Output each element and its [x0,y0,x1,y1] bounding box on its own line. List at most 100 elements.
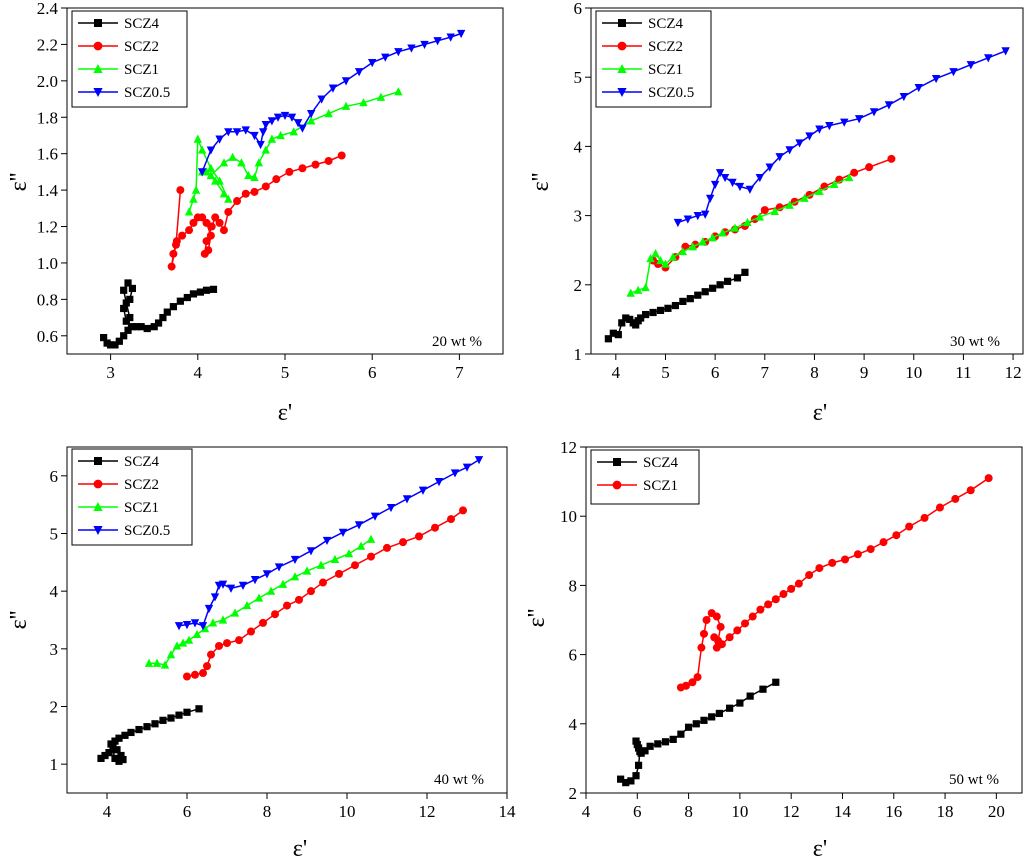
data-point [641,747,649,755]
data-point [230,608,240,617]
annotation: 40 wt % [434,772,484,788]
data-point [386,503,396,513]
data-point [394,48,403,57]
data-point [337,151,346,160]
data-point [730,223,740,232]
data-point [634,744,643,752]
data-point [324,109,333,118]
y-tick-label: 6 [569,646,578,665]
data-point [356,541,366,550]
x-tick-label: 4 [582,802,591,821]
data-point [708,713,716,721]
legend-marker [94,457,102,465]
y-tick-label: 1 [574,345,583,364]
x-tick-label: 8 [684,802,693,821]
data-point [223,639,231,648]
data-point [651,249,660,258]
legend-box [595,10,712,108]
data-point [341,101,351,110]
data-point [815,186,824,195]
data-point [984,54,993,63]
y-tick-label: 4 [574,137,583,156]
y-axis-label: ε'' [6,611,32,630]
series-scz1 [676,474,993,692]
data-point [688,242,697,251]
data-point [718,228,727,237]
data-point [159,716,167,724]
data-point [669,735,677,743]
data-point [241,126,250,135]
data-point [182,621,192,630]
data-point [935,503,944,512]
data-point [748,612,757,621]
y-axis-label: ε'' [524,609,550,628]
data-point [111,737,119,745]
legend-label: SCZ0.5 [124,85,170,101]
legend-marker [617,41,627,51]
data-point [200,624,210,633]
data-point [254,158,264,167]
legend: SCZ4 SCZ2 SCZ1 SCZ0.5 [71,10,188,108]
data-point [673,218,683,228]
y-tick-label: 1 [50,755,59,774]
data-point [127,728,135,737]
y-axis-label: ε'' [6,173,32,192]
annotation: 30 wt % [950,334,1000,350]
data-point [899,92,909,102]
y-tick-label: 2.2 [37,35,58,54]
data-point [733,274,742,282]
plot-frame [66,446,508,794]
data-point [684,723,693,731]
data-point [415,532,423,541]
x-tick-label: 16 [885,802,902,821]
data-point [224,207,233,216]
legend: SCZ4 SCZ1 [590,449,700,505]
data-point [215,641,223,650]
data-point [124,326,132,334]
data-point [622,314,630,322]
data-point [218,580,228,589]
data-point [697,643,706,652]
data-point [984,474,993,483]
data-point [172,641,182,650]
data-point [276,130,285,140]
data-point [617,775,625,783]
data-point [951,494,960,503]
data-point [626,288,635,297]
data-point [261,120,271,130]
data-point [420,40,429,50]
legend-marker [93,479,103,489]
data-point [293,119,303,128]
data-point [238,581,248,590]
data-point [431,523,439,532]
y-tick-label: 1.2 [37,218,58,237]
data-point [319,578,327,587]
x-tick-label: 20 [988,802,1005,821]
data-point [920,513,929,522]
data-point [755,212,765,221]
data-point [113,746,121,754]
data-point [128,284,136,293]
data-point [316,560,326,569]
x-axis-label: ε' [813,400,827,426]
data-point [633,285,643,294]
data-point [175,711,183,719]
y-tick-label: 4 [50,582,59,601]
data-point [247,627,255,636]
series-scz0-5 [197,29,466,177]
data-point [335,569,343,578]
data-point [447,515,455,524]
data-point [160,660,170,669]
data-point [154,319,163,327]
data-point [746,692,754,700]
data-point [215,135,224,144]
data-point [646,253,655,263]
data-point [760,206,769,215]
data-point [169,249,178,258]
data-point [189,218,198,227]
legend-marker [618,19,626,27]
data-point [723,277,732,285]
